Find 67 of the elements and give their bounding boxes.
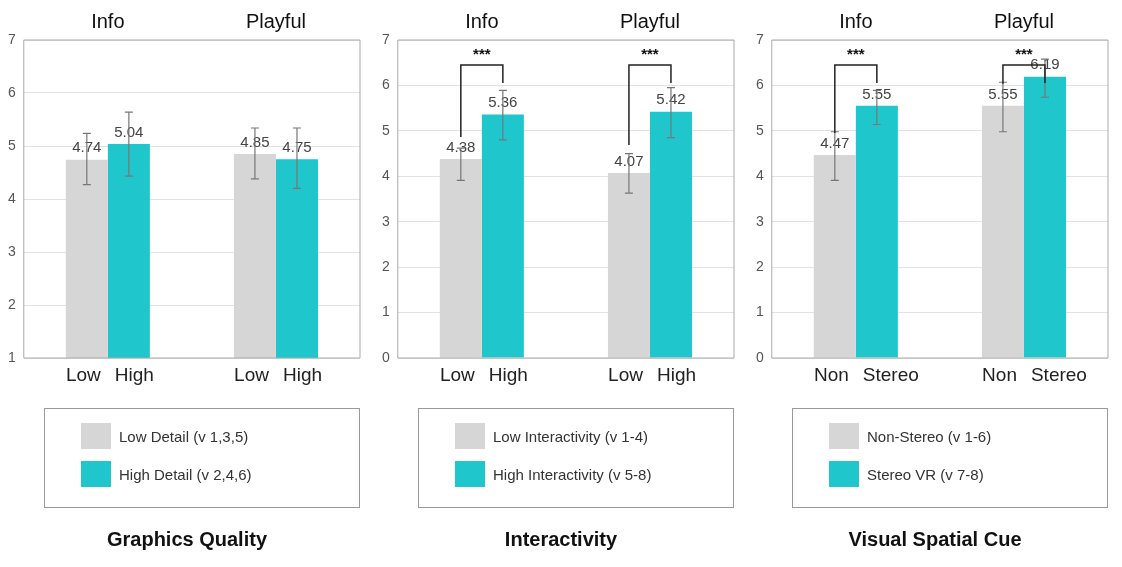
y-tick-label: 1 xyxy=(755,303,764,320)
bar xyxy=(855,105,898,358)
annotation: *** xyxy=(847,44,865,62)
legend-label: Non-Stereo (v 1-6) xyxy=(867,427,992,445)
x-tick-label: Info xyxy=(839,9,873,32)
legend-label: High Detail (v 2,4,6) xyxy=(119,465,252,483)
y-tick-label: 7 xyxy=(381,30,390,47)
y-tick-label: 3 xyxy=(381,212,390,229)
data-label: 4.07 xyxy=(614,151,644,169)
data-label: 5.04 xyxy=(114,122,144,140)
y-tick-label: 6 xyxy=(755,76,764,93)
text: Non xyxy=(982,363,1017,385)
y-tick-label: 4 xyxy=(7,189,16,206)
text: Low xyxy=(65,363,102,385)
bar xyxy=(649,111,692,358)
y-tick-label: 3 xyxy=(755,212,764,229)
y-tick-label: 1 xyxy=(7,348,16,365)
y-tick-label: 7 xyxy=(755,30,764,47)
text: Low xyxy=(608,363,644,385)
y-tick-label: 2 xyxy=(381,258,390,274)
y-tick-label: 5 xyxy=(7,136,16,153)
text: High xyxy=(114,363,154,385)
y-tick-label: 2 xyxy=(7,295,16,312)
text: High xyxy=(656,363,697,385)
data-label: 5.42 xyxy=(656,90,686,108)
legend-label: Low Detail (v 1,3,5) xyxy=(119,427,249,445)
y-tick-label: 7 xyxy=(7,30,16,47)
data-label: 5.36 xyxy=(488,93,518,111)
text: Stereo xyxy=(1030,363,1087,385)
legend-label: High Interactivity (v 5-8) xyxy=(493,465,652,483)
y-tick-label: 0 xyxy=(381,348,390,365)
data-label: 4.38 xyxy=(446,137,476,155)
data-label: 5.55 xyxy=(988,84,1018,102)
text: Stereo xyxy=(862,363,919,385)
bar xyxy=(1023,76,1066,358)
x-tick-label: Playful xyxy=(993,9,1054,32)
text: High xyxy=(488,363,528,385)
y-tick-label: 6 xyxy=(7,83,16,100)
data-label: 6.19 xyxy=(1030,55,1060,73)
legend-label: Stereo VR (v 7-8) xyxy=(867,465,984,483)
x-tick-label: Info xyxy=(465,9,499,32)
data-label: 4.85 xyxy=(240,132,270,150)
legend-label: Low Interactivity (v 1-4) xyxy=(493,427,649,445)
x-tick-label: Info xyxy=(91,9,125,32)
data-label: 4.75 xyxy=(282,137,312,155)
text: Low xyxy=(234,363,270,385)
y-tick-label: 4 xyxy=(381,167,390,184)
y-tick-label: 2 xyxy=(755,258,764,274)
annotation: *** xyxy=(641,44,659,62)
text: Non xyxy=(813,363,849,385)
text: Graphics Quality xyxy=(105,528,269,551)
y-tick-label: 5 xyxy=(381,121,390,138)
annotation: *** xyxy=(473,44,491,62)
y-tick-label: 5 xyxy=(755,121,764,138)
y-tick-label: 6 xyxy=(381,76,390,93)
x-tick-label: Playful xyxy=(619,9,680,32)
text: Interactivity xyxy=(503,528,619,551)
data-label: 5.55 xyxy=(862,84,892,102)
y-tick-label: 4 xyxy=(755,167,764,184)
y-tick-label: 1 xyxy=(381,303,390,320)
y-tick-label: 3 xyxy=(7,242,16,259)
text: Visual Spatial Cue xyxy=(847,528,1023,551)
y-tick-label: 0 xyxy=(755,348,764,365)
text: Low xyxy=(439,363,476,385)
bar xyxy=(481,114,524,358)
text: High xyxy=(282,363,323,385)
x-tick-label: Playful xyxy=(245,9,306,32)
